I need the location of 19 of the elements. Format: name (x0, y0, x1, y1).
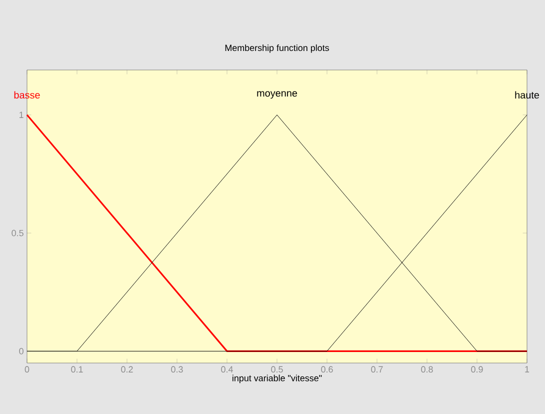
y-tick-label: 0 (19, 348, 24, 354)
text: haute (515, 91, 540, 99)
x-tick-label: 0.9 (471, 366, 483, 373)
x-axis-title: input variable "vitesse" (232, 374, 322, 384)
text: basse (14, 91, 40, 99)
y-tick-label: 0.5 (12, 230, 24, 236)
chart-title: Membership function plots (225, 44, 329, 53)
x-tick-label: 0.5 (271, 366, 283, 373)
x-tick-label: 0.4 (221, 366, 233, 373)
text: moyenne (257, 91, 298, 99)
x-tick-label: 0.3 (171, 366, 183, 373)
x-tick-label: 0.6 (321, 366, 333, 373)
x-tick-label: 0 (24, 366, 30, 373)
x-tick-label: 1 (525, 366, 530, 372)
x-tick-label: 0.7 (371, 366, 383, 373)
x-tick-label: 0.8 (421, 366, 433, 373)
x-tick-label: 0.2 (121, 366, 133, 373)
y-tick-label: 1 (20, 112, 24, 118)
x-tick-label: 0.1 (71, 366, 83, 373)
